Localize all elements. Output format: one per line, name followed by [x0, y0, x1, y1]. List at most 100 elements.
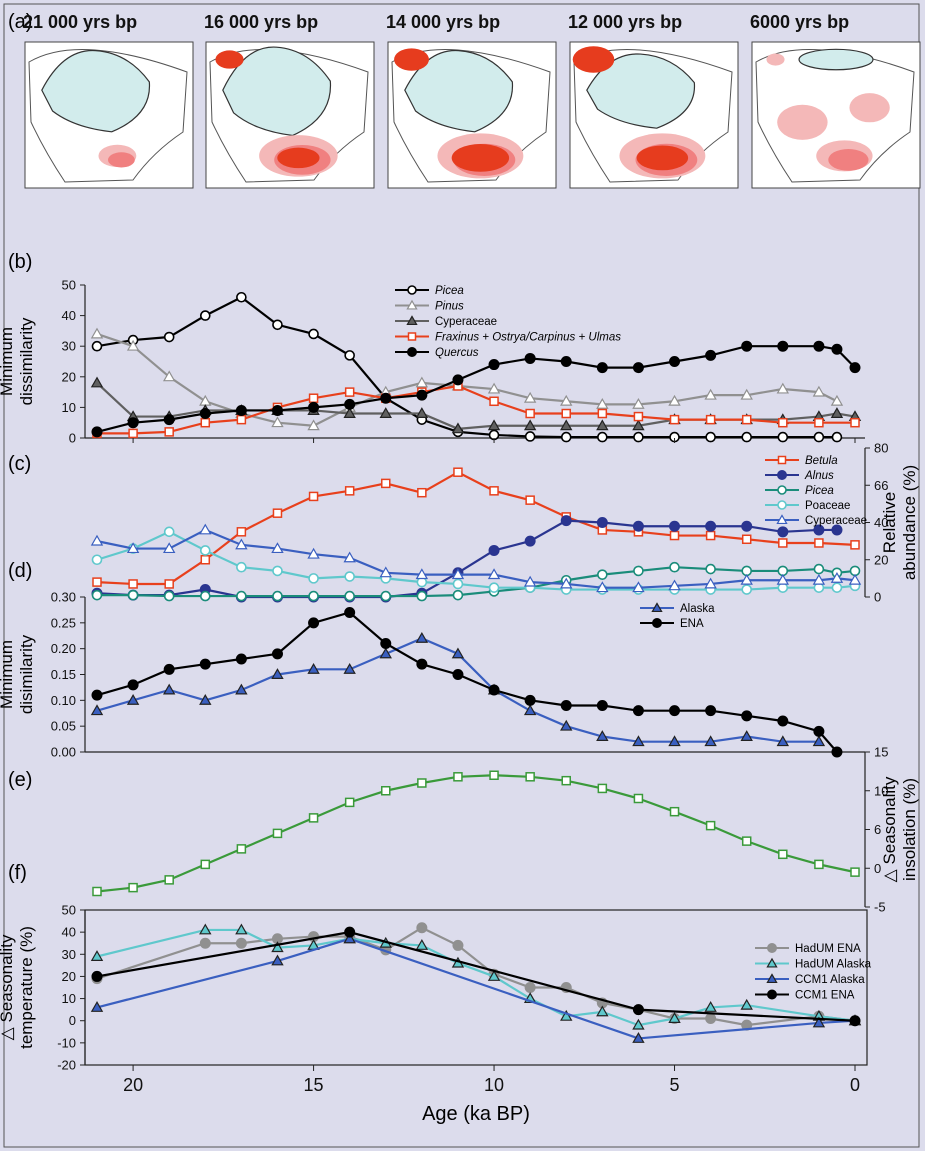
range-dense	[277, 147, 320, 169]
data-point	[849, 362, 861, 374]
data-point	[524, 431, 536, 442]
y-tick-label: 0.10	[51, 693, 76, 708]
data-point	[272, 828, 283, 839]
legend: HadUM ENA HadUM Alaska CCM1 Alaska CCM1 ENA	[755, 943, 872, 1002]
chart-seasonality-insolation: -5 0 6 10 15 △ Seasonality insolation (%)	[92, 745, 919, 915]
series-quercus	[91, 340, 861, 438]
data-point	[453, 772, 463, 782]
series-line	[96, 611, 838, 753]
data-point	[850, 417, 860, 428]
data-point	[741, 710, 753, 722]
legend-label: CCM1 ENA	[795, 990, 855, 1002]
data-point	[416, 389, 428, 401]
data-point	[489, 396, 499, 407]
data-point	[452, 939, 464, 951]
data-point	[813, 524, 825, 536]
legend-label: Pinus	[435, 301, 464, 313]
data-point	[235, 653, 247, 665]
data-point	[705, 705, 717, 717]
y-tick-label: 0.05	[51, 719, 76, 734]
data-point	[344, 486, 355, 496]
data-point	[236, 527, 247, 537]
data-point	[597, 783, 608, 794]
data-point	[452, 578, 464, 590]
data-point	[308, 401, 320, 413]
y-tick-label: 40	[62, 308, 76, 323]
range-medium	[828, 148, 869, 171]
data-point	[632, 397, 645, 409]
y-tick-label: 30	[62, 947, 76, 962]
data-point	[199, 693, 212, 705]
series-line	[96, 295, 837, 439]
data-point	[407, 347, 417, 357]
y-axis-label: Minimum	[0, 327, 16, 396]
data-point	[705, 349, 717, 361]
series-line	[96, 937, 856, 1040]
data-point	[344, 387, 355, 397]
data-point	[766, 973, 778, 984]
data-point	[560, 577, 573, 589]
data-point	[91, 970, 103, 982]
data-point	[776, 382, 790, 394]
y-tick-label: 40	[874, 515, 888, 530]
data-point	[633, 793, 644, 804]
data-point	[92, 577, 102, 587]
data-point	[524, 982, 536, 993]
data-point	[561, 408, 571, 419]
data-point	[632, 362, 644, 374]
series-line	[97, 384, 855, 435]
panel-label-f: (f)	[8, 862, 27, 884]
data-point	[831, 431, 843, 443]
data-point	[487, 970, 501, 981]
data-point	[344, 797, 355, 808]
data-point	[126, 339, 140, 351]
data-point	[91, 689, 103, 701]
data-point	[777, 500, 787, 510]
data-point	[91, 426, 103, 438]
y-tick-label: 50	[62, 278, 76, 293]
series-insolation	[92, 770, 860, 897]
data-point	[343, 407, 356, 419]
data-point	[406, 299, 418, 310]
data-point	[848, 573, 862, 585]
data-point	[632, 419, 645, 431]
data-point	[235, 923, 248, 935]
data-point	[489, 770, 499, 780]
data-point	[766, 957, 778, 968]
legend-label: Picea	[435, 285, 464, 297]
x-axis: 20 15 10 5 0	[123, 438, 860, 1095]
data-point	[850, 540, 860, 550]
data-point	[271, 404, 283, 416]
data-point	[632, 581, 645, 593]
y-tick-label: 20	[874, 552, 888, 567]
data-point	[487, 419, 501, 431]
ice-sheet	[798, 48, 874, 71]
data-point	[451, 422, 465, 434]
data-point	[407, 285, 417, 295]
data-point	[668, 1012, 681, 1023]
data-point	[162, 370, 176, 382]
data-point	[776, 514, 788, 525]
data-point	[596, 581, 609, 593]
y-tick-label: 0.15	[51, 667, 76, 682]
panel-label-e: (e)	[8, 769, 32, 791]
data-point	[236, 291, 247, 303]
data-point	[813, 340, 825, 352]
data-point	[831, 524, 843, 536]
data-point	[127, 589, 139, 601]
data-point	[92, 886, 102, 897]
data-point	[813, 725, 825, 737]
data-point	[307, 547, 320, 559]
data-point	[596, 397, 609, 409]
data-point	[705, 431, 716, 443]
data-point	[308, 328, 319, 340]
data-point	[380, 590, 392, 602]
data-point	[128, 882, 138, 893]
data-point	[344, 350, 355, 361]
data-point	[452, 374, 464, 386]
data-point	[199, 590, 211, 602]
data-point	[704, 577, 717, 589]
data-point	[417, 487, 427, 498]
data-point	[741, 414, 752, 425]
data-point	[90, 950, 104, 961]
